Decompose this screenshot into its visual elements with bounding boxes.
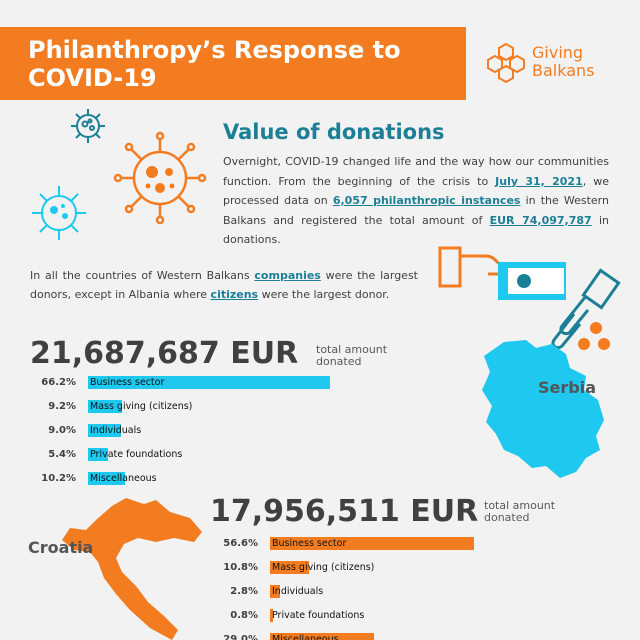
logo-wordmark: Giving Balkans: [532, 43, 595, 80]
croatia-row-label: Mass giving (citizens): [272, 562, 375, 573]
date-link[interactable]: July 31, 2021: [495, 174, 583, 188]
section-title: Value of donations: [223, 120, 445, 144]
serbia-row-pct: 9.2%: [48, 401, 76, 412]
small-virus-icon: [71, 109, 105, 143]
header-banner: [0, 27, 466, 100]
intro-paragraph: Overnight, COVID-19 changed life and the…: [223, 155, 609, 246]
croatia-map-label: Croatia: [28, 538, 94, 557]
serbia-row-bar: [88, 424, 121, 437]
croatia-map-icon: [62, 498, 202, 640]
croatia-row-label: Business sector: [272, 538, 347, 549]
croatia-row-label: Miscellaneous: [272, 634, 339, 640]
croatia-row-bar: [270, 561, 309, 574]
large-virus-icon: [113, 131, 207, 225]
croatia-row-label: Private foundations: [272, 610, 365, 621]
serbia-row-pct: 5.4%: [48, 449, 76, 460]
croatia-row-bar: [270, 609, 273, 622]
croatia-row-bar: [270, 585, 281, 598]
croatia-row-bar: [270, 633, 375, 640]
croatia-row-label: Individuals: [272, 586, 324, 597]
croatia-row-pct: 10.8%: [223, 562, 258, 573]
amount-link[interactable]: EUR 74,097,787: [489, 213, 592, 227]
serbia-row-pct: 10.2%: [41, 473, 76, 484]
serbia-row-bar: [88, 376, 330, 389]
croatia-row-pct: 0.8%: [230, 610, 258, 621]
serbia-row-label: Individuals: [90, 425, 142, 436]
serbia-row-label: Business sector: [90, 377, 165, 388]
serbia-row-label: Miscellaneous: [90, 473, 157, 484]
serbia-row-pct: 9.0%: [48, 425, 76, 436]
serbia-map-icon: [482, 340, 604, 478]
hexagon-cluster-icon: [487, 42, 525, 84]
page-title: Philanthropy’s Response to COVID-19: [28, 36, 401, 92]
serbia-map-label: Serbia: [538, 378, 596, 397]
serbia-row-label: Private foundations: [90, 449, 183, 460]
serbia-total-label: total amount donated: [316, 343, 388, 368]
serbia-row-label: Mass giving (citizens): [90, 401, 193, 412]
serbia-row-bar: [88, 448, 108, 461]
croatia-total-label: total amount donated: [484, 499, 556, 524]
croatia-row-pct: 29.0%: [223, 634, 258, 640]
medium-virus-icon: [32, 186, 86, 240]
serbia-row-bar: [88, 472, 126, 485]
citizens-link[interactable]: citizens: [210, 288, 259, 301]
croatia-row-bar: [270, 537, 474, 550]
croatia-total: 17,956,511 EUR: [210, 494, 479, 529]
serbia-row-bar: [88, 400, 122, 413]
largest-donors-paragraph: In all the countries of Western Balkans …: [30, 269, 418, 301]
instances-link[interactable]: 6,057 philanthropic instances: [332, 194, 521, 207]
croatia-row-pct: 2.8%: [230, 586, 258, 597]
serbia-total: 21,687,687 EUR: [30, 336, 299, 371]
serbia-row-pct: 66.2%: [41, 377, 76, 388]
donation-hands-icon: [438, 246, 621, 350]
croatia-row-pct: 56.6%: [223, 538, 258, 549]
companies-link[interactable]: companies: [254, 269, 321, 282]
